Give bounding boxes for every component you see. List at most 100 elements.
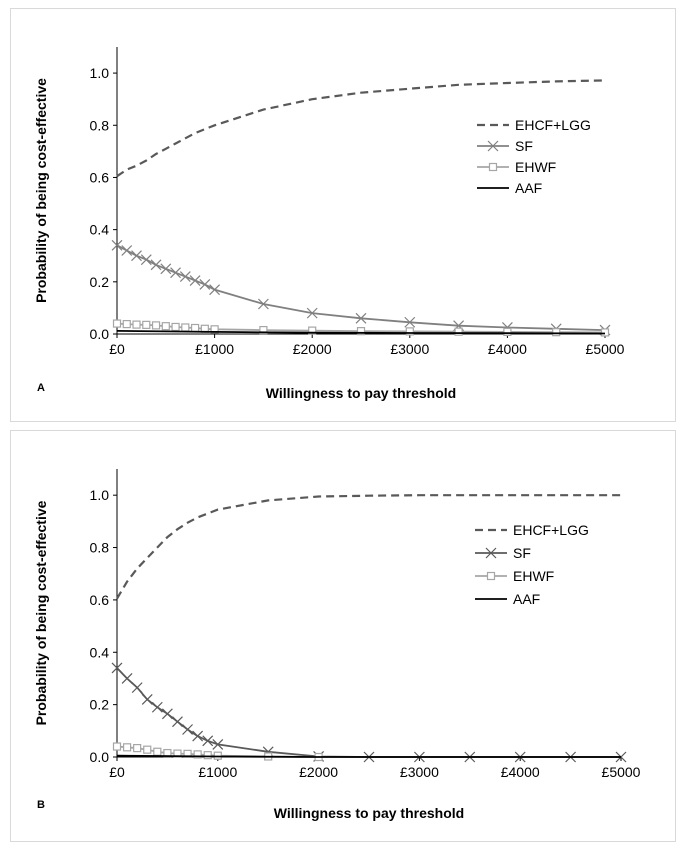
x-tick-label: £4000 [501,764,540,780]
series-line-sf [116,244,606,331]
chart-a-svg: 0.0 0.2 0.4 0.6 0.8 1.0 £0 £1000 £2000 £3000 £4000… [33,47,625,401]
data-point-ehwf [151,321,161,330]
data-point-ehwf [356,327,366,336]
data-point-sf [209,284,221,296]
data-point-sf [121,245,133,256]
chart-panel-b: 0.0 0.2 0.4 0.6 0.8 1.0 £0 £1000 £2000 £3000 £4000… [10,430,676,842]
data-point-sf [150,259,162,271]
y-tick-label: 0.8 [90,540,110,556]
data-point-sf [121,673,133,684]
data-point-ehwf [503,327,512,337]
data-point-ehwf [183,749,192,758]
series-line-ehcf-lgg [116,79,606,178]
data-point-ehwf [190,323,200,333]
data-point-ehwf [259,325,268,335]
data-point-sf [131,250,142,262]
series-line-aaf [116,754,621,758]
legend-label: EHCF+LGG [515,117,591,133]
data-point-sf [141,693,153,705]
x-axis-title: Willingness to pay threshold [274,805,464,821]
legend-label: AAF [513,591,540,607]
data-point-ehwf [405,327,414,336]
y-axis-title: Probability of being cost-effective [33,78,49,303]
data-point-ehwf [112,742,122,751]
data-point-ehwf [173,749,182,758]
legend-marker-x [485,547,497,559]
x-tick-label: £0 [109,341,125,357]
data-point-ehwf [308,326,317,335]
data-point-sf [192,730,204,742]
y-tick-label: 0.2 [90,274,110,290]
legend-label: SF [513,545,531,561]
y-tick-label: 0.2 [90,697,110,713]
data-point-ehwf [552,328,561,337]
data-point-sf [111,239,123,251]
y-tick-label: 0.6 [90,592,110,608]
data-point-ehwf [203,751,212,760]
y-tick-label: 0.6 [90,169,110,185]
x-tick-label: £1000 [195,341,234,357]
legend-label: EHWF [515,159,556,175]
x-axis-title: Willingness to pay threshold [266,385,456,401]
series-line-aaf [116,330,606,335]
y-tick-label: 0.8 [90,117,110,133]
data-point-sf [170,267,181,279]
data-point-ehwf [133,743,142,753]
data-point-ehwf [122,743,132,752]
data-point-sf [355,312,367,324]
y-tick-label: 1.0 [90,487,110,503]
y-tick-label: 0.4 [90,644,110,660]
data-point-ehwf [161,322,170,331]
data-point-ehwf [112,319,122,328]
data-point-ehwf [171,322,180,332]
y-tick-label: 0.0 [90,326,110,342]
data-point-sf [151,701,163,713]
y-tick-label: 1.0 [90,65,110,81]
data-point-sf [212,739,224,750]
data-point-sf [404,316,416,328]
data-point-ehwf [193,750,202,759]
legend-label: AAF [515,180,542,196]
data-point-ehwf [143,745,152,754]
data-point-sf [161,708,173,720]
x-tick-label: £4000 [488,341,527,357]
x-tick-label: £1000 [198,764,237,780]
data-point-sf [140,254,152,266]
x-tick-label: £3000 [390,341,429,357]
data-point-sf [111,662,123,674]
data-point-sf [257,298,269,310]
data-point-ehwf [122,319,131,329]
data-point-sf [202,735,214,747]
data-point-sf [179,271,191,283]
data-point-sf [306,307,318,319]
panel-label: B [37,799,45,811]
data-point-sf [160,263,172,275]
x-tick-label: £5000 [602,764,641,780]
legend-label: EHWF [513,568,554,584]
panel-label: A [37,382,45,394]
data-point-sf [199,279,211,290]
data-point-sf [131,682,143,694]
x-tick-label: £2000 [299,764,338,780]
series-line-sf [116,667,621,758]
series-line-ehcf-lgg [116,494,621,600]
x-tick-label: £3000 [400,764,439,780]
legend-label: SF [515,138,533,154]
data-point-ehwf [132,320,141,329]
x-tick-label: £0 [109,764,125,780]
x-tick-label: £2000 [293,341,332,357]
legend-marker-x [487,140,499,152]
chart-b-svg: 0.0 0.2 0.4 0.6 0.8 1.0 £0 £1000 £2000 £3000 £4000… [33,469,641,821]
data-point-ehwf [153,747,162,756]
y-tick-label: 0.0 [90,749,110,765]
data-point-sf [189,275,201,286]
legend-marker-square [488,162,498,172]
data-point-ehwf [210,325,219,334]
x-tick-label: £5000 [586,341,625,357]
y-axis-title: Probability of being cost-effective [33,500,49,725]
data-point-sf [172,716,183,728]
legend-label: EHCF+LGG [513,522,589,538]
y-tick-label: 0.4 [90,222,110,238]
data-point-ehwf [142,320,151,329]
chart-panel-a: 0.0 0.2 0.4 0.6 0.8 1.0 £0 £1000 £2000 £3000 £4000… [10,8,676,422]
